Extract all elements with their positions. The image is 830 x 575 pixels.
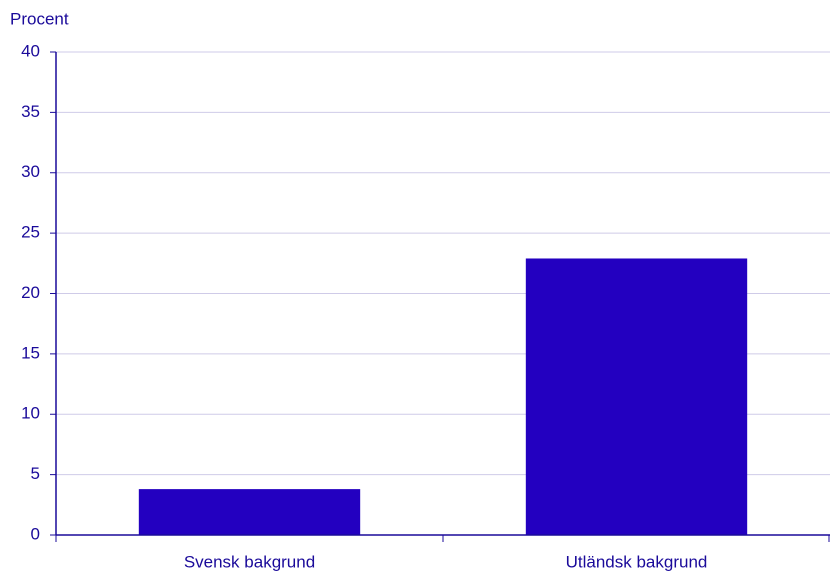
y-tick-label: 5 xyxy=(31,464,40,483)
bar xyxy=(525,258,748,535)
y-tick-label: 25 xyxy=(21,223,40,242)
y-tick-label: 20 xyxy=(21,283,40,302)
y-tick-label: 40 xyxy=(21,41,40,60)
y-tick-label: 15 xyxy=(21,343,40,362)
x-tick-label: Utländsk bakgrund xyxy=(566,552,708,571)
y-tick-label: 35 xyxy=(21,102,40,121)
bar xyxy=(138,489,361,535)
y-tick-label: 10 xyxy=(21,404,40,423)
y-axis-label: Procent xyxy=(10,9,69,28)
x-tick-label: Svensk bakgrund xyxy=(184,552,315,571)
y-tick-label: 30 xyxy=(21,162,40,181)
y-tick-label: 0 xyxy=(31,524,40,543)
